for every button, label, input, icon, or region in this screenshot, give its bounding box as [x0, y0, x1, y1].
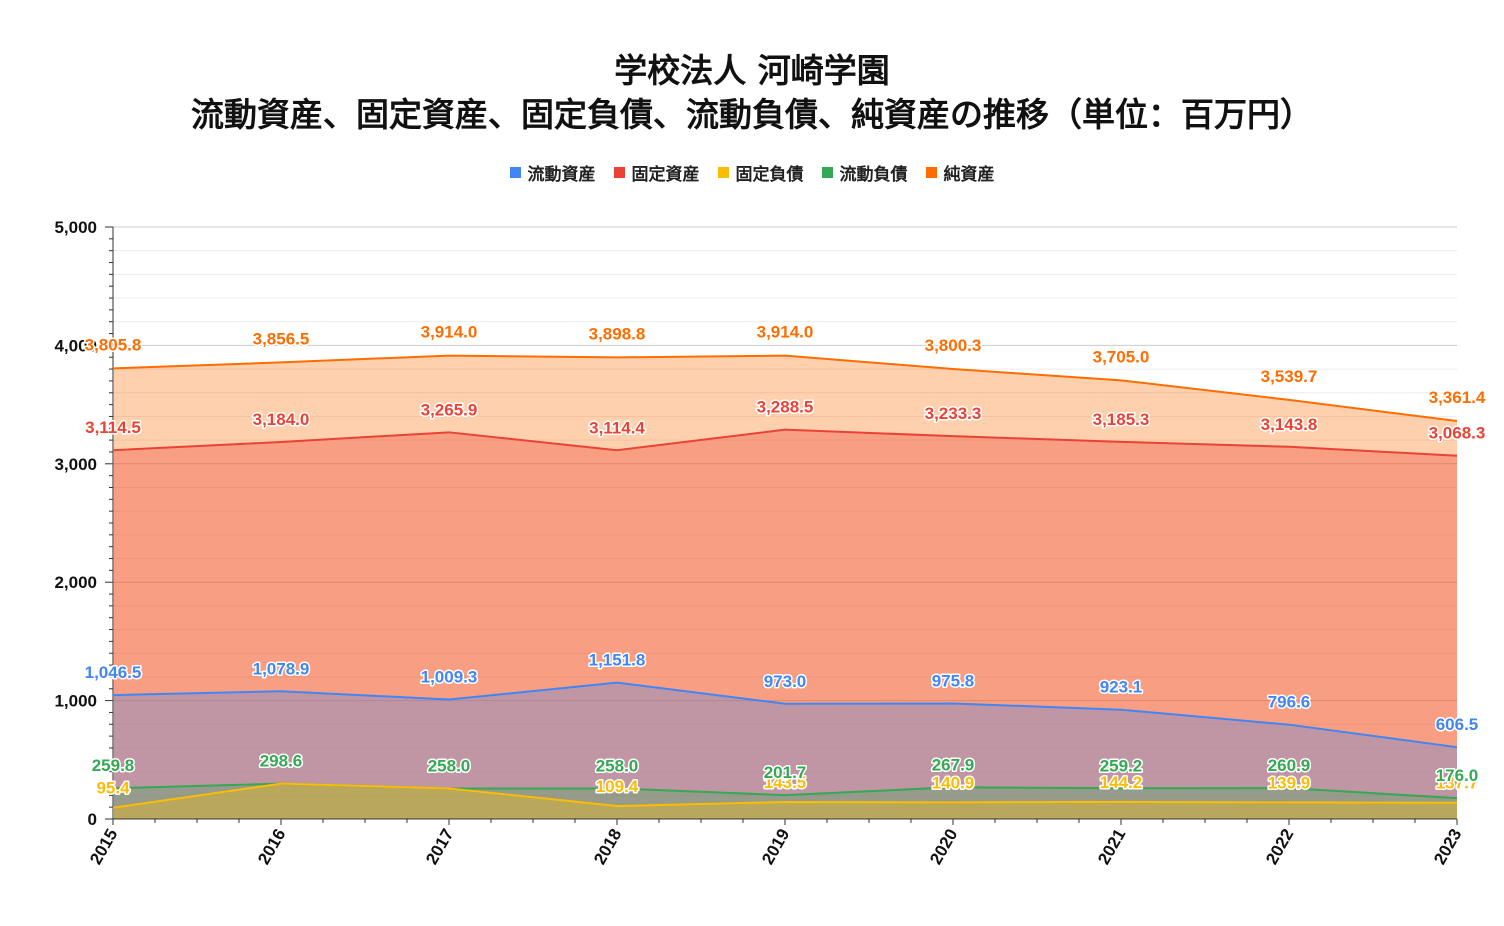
- data-label: 3,143.8: [1261, 415, 1318, 434]
- data-label: 140.9: [932, 773, 975, 792]
- data-label: 3,898.8: [589, 324, 646, 343]
- data-label: 3,800.3: [925, 336, 982, 355]
- x-tick-label: 2020: [926, 826, 961, 868]
- series-line: [112, 681, 1458, 749]
- series-lines: [112, 354, 1458, 809]
- legend-label: 固定資産: [631, 165, 700, 185]
- data-label: 3,914.0: [421, 323, 478, 342]
- series-area: [113, 783, 1457, 819]
- data-label: 95.4: [96, 779, 130, 798]
- data-label: 3,114.5: [85, 418, 141, 437]
- y-tick-label: 4,000: [54, 336, 97, 355]
- legend-swatch: [613, 167, 625, 178]
- data-label: 137.7: [1436, 774, 1479, 793]
- legend-label: 固定負債: [735, 165, 804, 185]
- chart-title: 学校法人 河崎学園: [614, 51, 890, 90]
- series-line: [112, 428, 1458, 457]
- data-label: 923.1: [1100, 678, 1143, 697]
- data-label: 201.7: [764, 763, 807, 782]
- data-label: 109.4: [596, 777, 639, 796]
- x-tick-label: 2017: [422, 826, 457, 868]
- x-tick-label: 2016: [254, 826, 289, 868]
- y-tick-label: 2,000: [54, 573, 97, 592]
- data-label: 258.0: [596, 756, 639, 775]
- data-label: 3,114.4: [589, 418, 645, 437]
- data-label: 144.2: [1100, 773, 1143, 792]
- data-label: 259.8: [92, 756, 135, 775]
- data-label: 3,233.3: [925, 404, 982, 423]
- data-label: 3,705.0: [1093, 347, 1150, 366]
- x-tick-label: 2021: [1094, 826, 1129, 868]
- series-areas: [113, 355, 1457, 819]
- legend-swatch: [821, 167, 833, 178]
- data-label: 3,265.9: [421, 400, 478, 419]
- legend-label: 流動負債: [839, 165, 908, 185]
- series-area: [113, 429, 1457, 819]
- series-line: [112, 782, 1458, 809]
- legend-swatch: [925, 167, 937, 178]
- data-label: 259.2: [1100, 756, 1143, 775]
- x-tick-label: 2015: [86, 826, 121, 868]
- legend-swatch: [509, 167, 521, 178]
- data-label: 258.0: [428, 756, 471, 775]
- chart-legend: 流動資産 固定資産 固定負債 流動負債 純資産: [0, 160, 1504, 185]
- data-label: 1,078.9: [253, 659, 310, 678]
- data-label: 3,184.0: [253, 410, 310, 429]
- data-label: 1,009.3: [421, 667, 478, 686]
- data-label: 3,288.5: [757, 398, 814, 417]
- x-tick-label: 2018: [590, 826, 625, 868]
- data-label: 3,361.4: [1429, 388, 1486, 407]
- legend-item-current-assets[interactable]: 流動資産: [509, 160, 596, 185]
- data-label: 260.9: [1268, 756, 1311, 775]
- data-label: 3,914.0: [757, 323, 814, 342]
- data-labels: 95.4 109.4 143.5 140.9 144.2 139.9 137.7 259.8 2…: [83, 321, 1487, 799]
- data-label: 176.0: [1436, 766, 1479, 785]
- legend-swatch: [717, 167, 729, 178]
- data-label: 3,856.5: [253, 329, 310, 348]
- x-tick-label: 2022: [1262, 826, 1297, 868]
- data-label: 3,805.8: [85, 335, 142, 354]
- data-label: 298.6: [260, 752, 303, 771]
- x-tick-label: 2019: [758, 826, 793, 868]
- y-tick-label: 1,000: [54, 692, 97, 711]
- y-tick-label: 0: [88, 810, 97, 829]
- data-label: 973.0: [764, 672, 807, 691]
- data-label: 1,151.8: [589, 651, 646, 670]
- legend-item-fixed-liabilities[interactable]: 固定負債: [717, 160, 804, 185]
- legend-item-net-assets[interactable]: 純資産: [925, 160, 995, 185]
- legend-label: 純資産: [943, 165, 995, 185]
- x-tick-label: 2023: [1430, 826, 1465, 868]
- data-label: 3,539.7: [1261, 367, 1318, 386]
- data-label: 143.5: [764, 773, 807, 792]
- data-label: 267.9: [932, 755, 975, 774]
- series-line: [112, 354, 1458, 423]
- data-label: 139.9: [1268, 773, 1311, 792]
- chart-subtitle: 流動資産、固定資産、固定負債、流動負債、純資産の推移（単位：百万円）: [191, 95, 1313, 134]
- legend-item-current-liabilities[interactable]: 流動負債: [821, 160, 908, 185]
- data-label: 1,046.5: [85, 663, 142, 682]
- data-label: 3,068.3: [1429, 424, 1486, 443]
- legend-item-fixed-assets[interactable]: 固定資産: [613, 160, 700, 185]
- y-axis: 0 1,000 2,000 3,000 4,000 5,000: [54, 218, 114, 829]
- data-label: 975.8: [932, 671, 975, 690]
- series-area: [113, 355, 1457, 819]
- data-label: 796.6: [1268, 693, 1311, 712]
- series-area: [113, 682, 1457, 819]
- legend-label: 流動資産: [527, 165, 596, 185]
- x-axis: 2015 2016 2017 2018 2019 2020 2021 2022 2023: [86, 818, 1465, 868]
- y-tick-label: 3,000: [54, 455, 97, 474]
- y-tick-label: 5,000: [54, 218, 97, 237]
- data-label: 606.5: [1436, 715, 1479, 734]
- data-label: 3,185.3: [1093, 410, 1150, 429]
